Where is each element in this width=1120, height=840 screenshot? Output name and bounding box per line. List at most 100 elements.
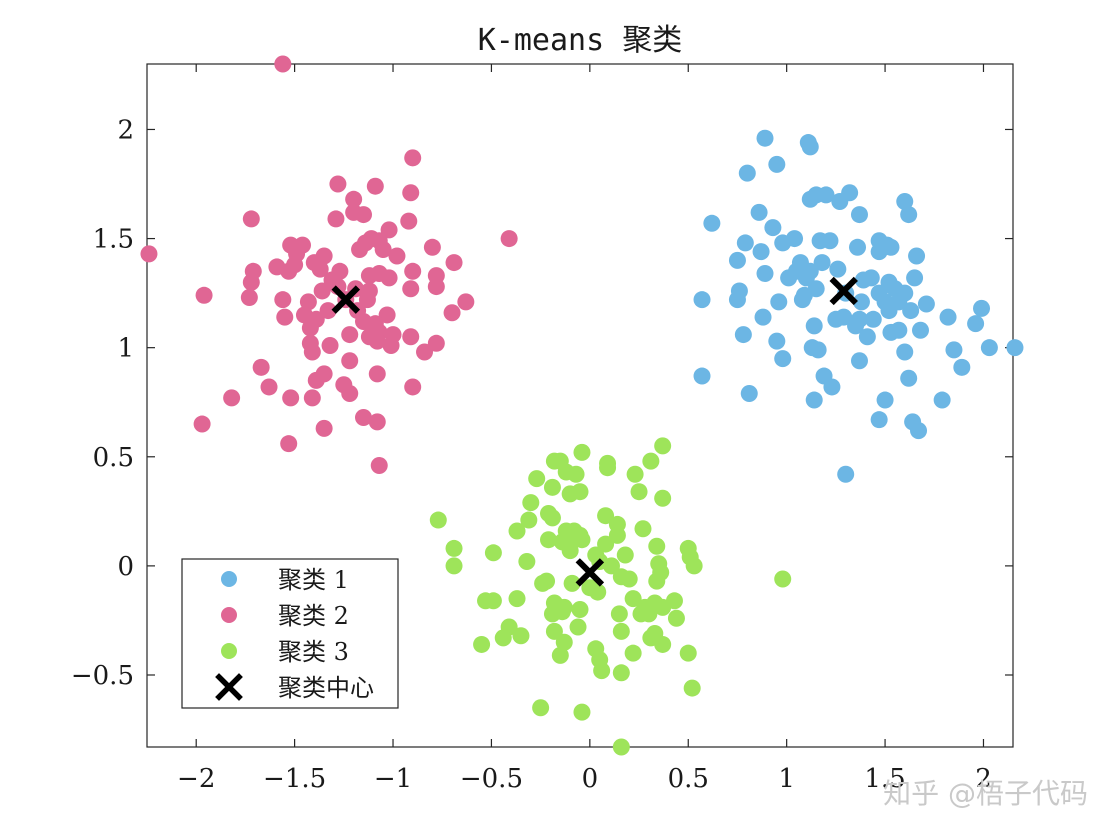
cluster-2-point <box>301 319 319 337</box>
cluster-2-point <box>242 273 260 291</box>
cluster-3-point <box>545 622 563 640</box>
cluster-1-point <box>862 269 880 287</box>
cluster-3-point <box>626 465 644 483</box>
cluster-2-point <box>378 306 396 324</box>
cluster-2-point <box>319 302 337 320</box>
cluster-1-point <box>793 291 811 309</box>
legend-marker-cluster-1 <box>221 571 237 587</box>
cluster-3-point <box>597 507 615 525</box>
legend-box <box>181 558 399 709</box>
cluster-1-point <box>850 206 868 224</box>
cluster-1-point <box>734 326 752 344</box>
cluster-2-point <box>268 258 286 276</box>
cluster-3-point <box>518 553 536 571</box>
cluster-2-point <box>195 286 213 304</box>
cluster-1-point <box>896 343 914 361</box>
cluster-3-point <box>624 590 642 608</box>
cluster-3-point <box>445 557 463 575</box>
cluster-3-point <box>685 557 703 575</box>
y-tick-label: 1.5 <box>93 225 134 255</box>
cluster-2-point <box>402 184 420 202</box>
x-tick-label: −1 <box>374 764 412 794</box>
cluster-3-point <box>630 483 648 501</box>
cluster-3-point <box>555 633 573 651</box>
cluster-2-point <box>276 308 294 326</box>
cluster-1-point <box>933 391 951 409</box>
legend: 聚类 1 聚类 2 聚类 3 聚类中心 <box>181 558 399 709</box>
cluster-1-point <box>1006 339 1024 357</box>
cluster-2-point <box>380 269 398 287</box>
x-tick-label: −2 <box>177 764 215 794</box>
cluster-3-point <box>648 537 666 555</box>
cluster-2-point <box>274 291 292 309</box>
cluster-3-point <box>532 699 550 717</box>
cluster-1-point <box>693 367 711 385</box>
cluster-3-point <box>667 609 685 627</box>
cluster-3-point <box>654 437 672 455</box>
cluster-3-point <box>522 494 540 512</box>
cluster-3-point <box>654 635 672 653</box>
cluster-1-point <box>906 269 924 287</box>
cluster-1-point <box>900 369 918 387</box>
y-tick-label: −0.5 <box>71 661 134 691</box>
cluster-3-point <box>642 452 660 470</box>
cluster-2-point <box>341 352 359 370</box>
cluster-2-point <box>400 212 418 230</box>
watermark: 知乎 @梧子代码 <box>883 777 1088 810</box>
cluster-3-point <box>484 592 502 610</box>
cluster-3-point <box>679 644 697 662</box>
legend-label-centroid: 聚类中心 <box>278 674 374 702</box>
data-points <box>140 55 1024 756</box>
cluster-2-point <box>404 149 422 167</box>
cluster-1-point <box>736 234 754 252</box>
cluster-1-point <box>797 269 815 287</box>
cluster-2-point <box>380 221 398 239</box>
cluster-1-point <box>774 234 792 252</box>
cluster-1-point <box>821 232 839 250</box>
cluster-2-point <box>457 293 475 311</box>
cluster-2-point <box>329 175 347 193</box>
cluster-1-point <box>780 269 798 287</box>
cluster-3-point <box>648 572 666 590</box>
cluster-2-point <box>427 278 445 296</box>
legend-label-cluster-2: 聚类 2 <box>278 602 349 630</box>
cluster-1-point <box>728 291 746 309</box>
cluster-2-point <box>242 210 260 228</box>
centroid-marker <box>575 558 605 587</box>
cluster-1-point <box>945 341 963 359</box>
cluster-1-point <box>900 206 918 224</box>
cluster-1-point <box>870 411 888 429</box>
cluster-3-point <box>602 557 620 575</box>
cluster-2-point <box>382 336 400 354</box>
cluster-2-point <box>274 55 292 73</box>
cluster-2-point <box>327 210 345 228</box>
cluster-1-point <box>939 308 957 326</box>
cluster-1-point <box>880 302 898 320</box>
cluster-1-point <box>805 317 823 335</box>
chart-title: K-means 聚类 <box>478 23 683 58</box>
cluster-1-point <box>835 308 853 326</box>
cluster-1-point <box>837 465 855 483</box>
cluster-1-point <box>910 422 928 440</box>
cluster-1-point <box>831 192 849 210</box>
cluster-1-point <box>917 295 935 313</box>
cluster-2-point <box>445 254 463 272</box>
cluster-1-point <box>858 328 876 346</box>
cluster-1-point <box>823 378 841 396</box>
cluster-3-point <box>589 583 607 601</box>
centroid-markers <box>331 276 858 587</box>
cluster-2-point <box>423 238 441 256</box>
cluster-1-point <box>980 339 998 357</box>
x-tick-label: 0.5 <box>668 764 709 794</box>
cluster-1-point <box>902 302 920 320</box>
cluster-1-point <box>801 190 819 208</box>
cluster-2-point <box>366 177 384 195</box>
cluster-2-point <box>355 206 372 224</box>
cluster-3-point <box>599 459 617 477</box>
cluster-2-point <box>368 413 386 431</box>
y-tick-label: 0 <box>117 552 134 582</box>
x-tick-label: −0.5 <box>460 764 523 794</box>
x-tick-label: −1.5 <box>263 764 326 794</box>
cluster-3-point <box>534 574 552 592</box>
legend-marker-cluster-3 <box>221 643 237 659</box>
